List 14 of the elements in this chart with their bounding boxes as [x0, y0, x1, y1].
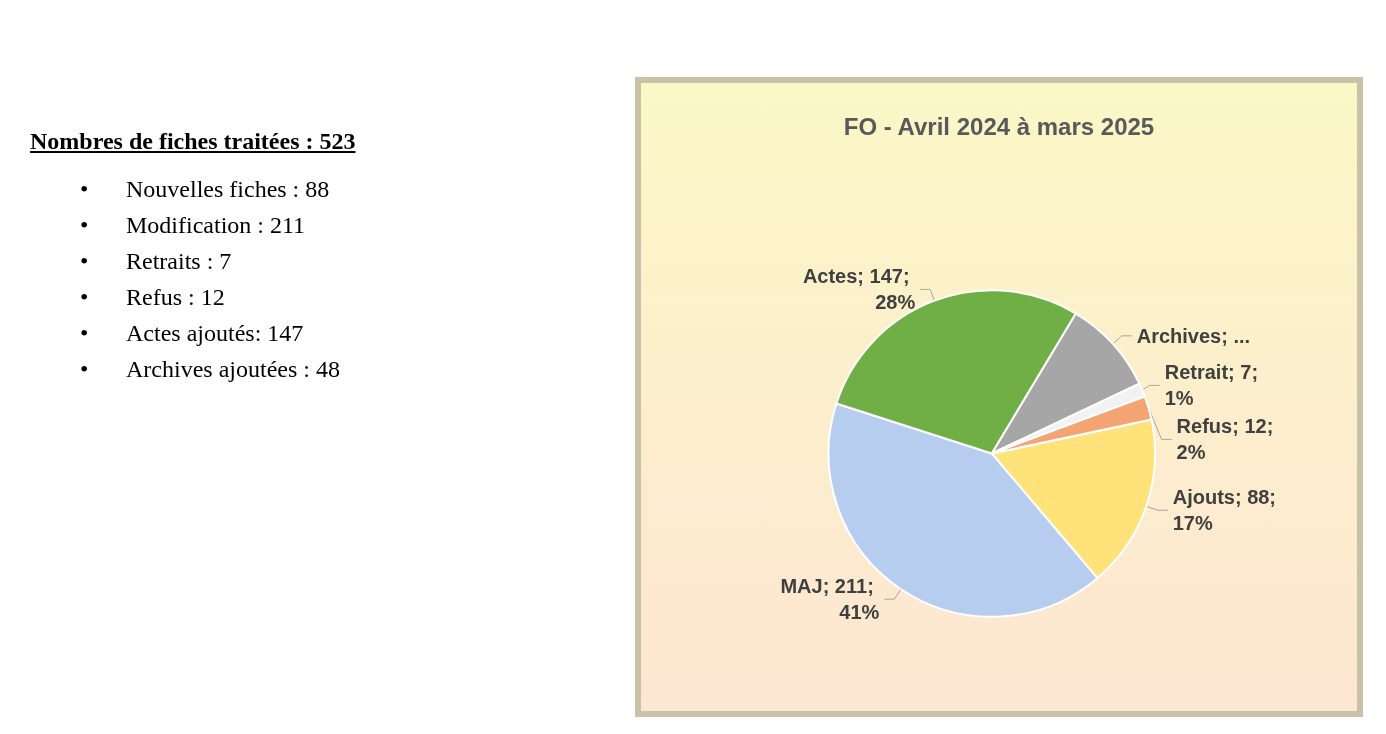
text: • Retraits : 7: [80, 248, 232, 274]
slice-label: Archives; ...: [1136, 324, 1251, 347]
slice-label: Actes; 147; 28%: [802, 265, 916, 314]
chart-title: FO - Avril 2024 à mars 2025: [843, 112, 1155, 140]
slice-label: Retrait; 7; 1%: [1164, 361, 1264, 410]
text: • Refus : 12: [80, 284, 225, 310]
slice-label: Ajouts; 88; 17%: [1172, 486, 1282, 535]
text: • Actes ajoutés: 147: [80, 320, 304, 346]
slice-label: MAJ; 211; 41%: [780, 575, 880, 624]
text: • Archives ajoutées : 48: [80, 356, 340, 382]
text: • Nouvelles fiches : 88: [80, 176, 330, 202]
slice-label: Refus; 12; 2%: [1176, 415, 1279, 464]
text: Nombres de fiches traitées : 523: [30, 128, 357, 155]
text: • Modification : 211: [80, 212, 306, 238]
